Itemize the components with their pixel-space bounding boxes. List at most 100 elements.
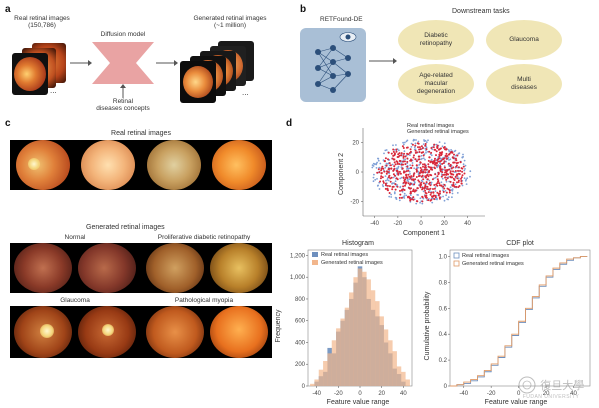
histogram-ytick-label: 1,000 bbox=[290, 275, 306, 281]
scatter-point bbox=[384, 182, 387, 185]
scatter-point bbox=[373, 173, 375, 176]
scatter-point bbox=[410, 175, 413, 178]
scatter-point bbox=[460, 180, 463, 182]
scatter-point bbox=[392, 148, 395, 151]
scatter-point bbox=[436, 184, 439, 187]
task-amd: Age-related macular degeneration bbox=[398, 64, 474, 104]
scatter-point bbox=[387, 158, 389, 161]
scatter-point bbox=[393, 167, 396, 170]
scatter-point bbox=[387, 179, 390, 182]
model-name: RETFound-DE bbox=[320, 16, 363, 23]
scatter-point bbox=[398, 163, 401, 165]
scatter-point bbox=[434, 186, 437, 188]
scatter-point bbox=[406, 160, 409, 163]
scatter-point bbox=[403, 150, 406, 153]
histogram-title: Histogram bbox=[342, 240, 374, 247]
scatter-point bbox=[451, 156, 454, 159]
scatter-point bbox=[411, 164, 414, 167]
scatter-point bbox=[413, 172, 416, 175]
scatter-point bbox=[457, 166, 460, 169]
scatter-point bbox=[415, 168, 418, 171]
scatter-point bbox=[412, 138, 415, 141]
scatter-point bbox=[414, 189, 417, 192]
scatter-point bbox=[411, 162, 414, 164]
scatter-point bbox=[406, 167, 409, 170]
scatter-xtick-label: 0 bbox=[419, 221, 423, 227]
scatter-point bbox=[391, 157, 394, 160]
scatter-point bbox=[407, 195, 409, 198]
scatter-point bbox=[375, 167, 378, 169]
scatter-point bbox=[424, 143, 427, 145]
arrow-to-tasks bbox=[369, 58, 397, 64]
scatter-point bbox=[408, 183, 411, 186]
scatter-point bbox=[404, 163, 407, 166]
scatter-point bbox=[378, 171, 381, 174]
cdf-legend-entry: Generated retinal images bbox=[462, 261, 524, 267]
histogram-bar bbox=[396, 366, 402, 386]
scatter-point bbox=[428, 179, 431, 182]
scatter-point bbox=[411, 198, 414, 201]
scatter-point bbox=[396, 162, 399, 165]
scatter-point bbox=[375, 163, 378, 166]
scatter-point bbox=[389, 164, 392, 167]
scatter-point bbox=[420, 171, 423, 174]
scatter-point bbox=[433, 184, 436, 186]
scatter-point bbox=[412, 178, 415, 181]
scatter-point bbox=[409, 173, 411, 175]
scatter-point bbox=[414, 144, 417, 147]
scatter-point bbox=[380, 167, 383, 170]
histogram-bar bbox=[349, 292, 354, 386]
scatter-point bbox=[383, 160, 386, 163]
scatter-point bbox=[394, 188, 397, 191]
scatter-point bbox=[382, 167, 385, 170]
scatter-point bbox=[438, 184, 441, 187]
histogram-bar bbox=[366, 279, 371, 386]
cdf-xtick-label: -40 bbox=[459, 391, 468, 397]
scatter-point bbox=[413, 146, 416, 149]
scatter-point bbox=[371, 166, 374, 169]
scatter-point bbox=[429, 173, 432, 176]
real-images-count: (150,786) bbox=[28, 22, 56, 30]
scatter-point bbox=[434, 190, 437, 192]
scatter-point bbox=[443, 166, 446, 169]
scatter-point bbox=[396, 161, 399, 164]
scatter-point bbox=[395, 177, 398, 180]
cdf-xlabel: Feature value range bbox=[485, 399, 548, 406]
scatter-point bbox=[402, 171, 405, 174]
scatter-point bbox=[428, 150, 431, 153]
scatter-point bbox=[379, 162, 382, 165]
scatter-point bbox=[418, 164, 420, 166]
scatter-point bbox=[419, 161, 422, 164]
scatter-point bbox=[454, 170, 457, 172]
scatter-point bbox=[427, 163, 430, 166]
scatter-point bbox=[429, 187, 432, 190]
scatter-point bbox=[419, 171, 421, 174]
scatter-point bbox=[405, 181, 408, 184]
scatter-point bbox=[393, 161, 396, 164]
scatter-point bbox=[434, 167, 436, 170]
scatter-point bbox=[456, 181, 458, 184]
scatter-point bbox=[461, 170, 464, 173]
scatter-point bbox=[421, 147, 424, 150]
scatter-point bbox=[402, 185, 405, 188]
cdf-ylabel: Cumulative probability bbox=[424, 291, 431, 360]
scatter-point bbox=[417, 194, 419, 196]
concepts-line2: diseases concepts bbox=[96, 105, 150, 113]
scatter-point bbox=[431, 201, 434, 204]
scatter-point bbox=[421, 200, 424, 203]
scatter-point bbox=[402, 155, 405, 158]
scatter-point bbox=[379, 180, 382, 183]
scatter-point bbox=[429, 184, 432, 187]
scatter-point bbox=[445, 160, 447, 163]
scatter-point bbox=[427, 191, 430, 194]
scatter-point bbox=[449, 170, 452, 173]
scatter-point bbox=[397, 153, 400, 156]
scatter-point bbox=[406, 146, 409, 149]
scatter-point bbox=[415, 170, 418, 173]
scatter-point bbox=[392, 176, 395, 179]
scatter-point bbox=[401, 167, 404, 170]
scatter-point bbox=[409, 148, 412, 151]
scatter-point bbox=[461, 156, 464, 159]
scatter-point bbox=[453, 153, 455, 156]
scatter-point bbox=[437, 160, 440, 163]
